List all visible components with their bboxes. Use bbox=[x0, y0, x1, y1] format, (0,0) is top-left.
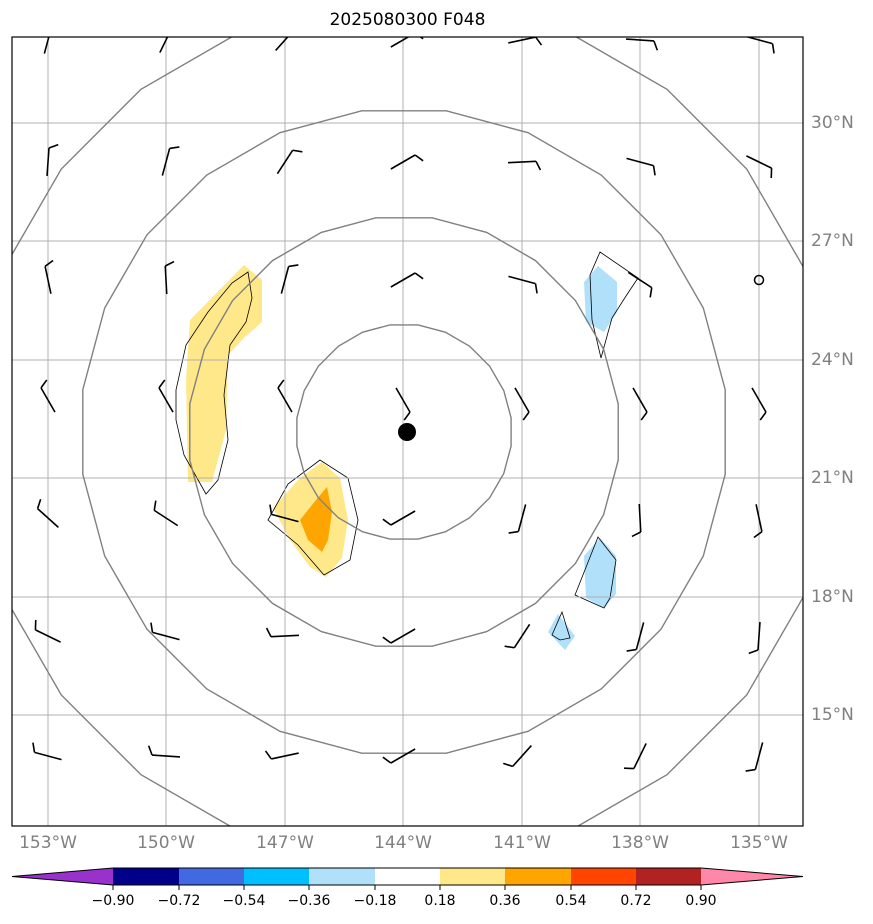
colorbar-label: −0.90 bbox=[91, 893, 135, 909]
lon-tick: 141°W bbox=[493, 833, 551, 853]
wind-barb bbox=[627, 271, 653, 298]
wind-barb bbox=[390, 272, 424, 288]
wind-barb bbox=[34, 619, 61, 643]
colorbar-label: −0.18 bbox=[353, 893, 397, 909]
wind-barb bbox=[158, 379, 174, 413]
lon-tick: 138°W bbox=[611, 833, 669, 853]
colorbar-segment bbox=[701, 868, 803, 885]
colorbar-segment bbox=[179, 868, 244, 885]
wind-barb bbox=[159, 37, 173, 53]
wind-barb bbox=[625, 38, 659, 51]
shaded-field-blue-northeast bbox=[584, 251, 639, 359]
wind-barb bbox=[514, 387, 530, 421]
lat-tick: 15°N bbox=[811, 705, 854, 725]
wind-barb bbox=[280, 264, 299, 294]
lon-tick: 144°W bbox=[374, 833, 432, 853]
lon-tick: 147°W bbox=[256, 833, 314, 853]
wind-barb bbox=[623, 743, 647, 770]
wind-barb bbox=[382, 628, 416, 644]
wind-barb bbox=[745, 742, 764, 772]
wind-barb bbox=[745, 37, 775, 54]
colorbar-segment bbox=[440, 868, 505, 885]
wind-barb bbox=[269, 504, 299, 523]
wind-barb bbox=[390, 37, 424, 48]
wind-barb bbox=[390, 154, 424, 170]
colorbar-segment bbox=[244, 868, 309, 885]
colorbar-segment bbox=[505, 868, 571, 885]
colorbar-segment bbox=[12, 868, 113, 885]
colorbar-label: −0.54 bbox=[222, 893, 266, 909]
wind-barb bbox=[508, 275, 538, 294]
storm-center-marker bbox=[398, 423, 416, 441]
colorbar-segment bbox=[309, 868, 375, 885]
wind-barb bbox=[395, 387, 411, 421]
colorbar bbox=[11, 867, 804, 890]
wind-barb bbox=[44, 259, 54, 294]
wind-barb bbox=[504, 623, 531, 649]
wind-barb bbox=[275, 37, 295, 51]
colorbar-label: 0.36 bbox=[489, 893, 521, 909]
wind-barb bbox=[276, 149, 303, 175]
wind-barb bbox=[626, 622, 645, 652]
lon-tick: 153°W bbox=[19, 833, 77, 853]
wind-barb bbox=[32, 742, 62, 761]
lat-tick: 21°N bbox=[811, 468, 854, 488]
map-frame bbox=[11, 36, 804, 827]
wind-barb bbox=[508, 37, 543, 46]
lon-tick: 150°W bbox=[137, 833, 195, 853]
colorbar-segment bbox=[571, 868, 636, 885]
wind-barb bbox=[382, 748, 416, 764]
lon-tick: 135°W bbox=[730, 833, 788, 853]
wind-barb bbox=[748, 621, 761, 655]
wind-barb bbox=[153, 500, 179, 527]
shaded-field-yellow-west bbox=[175, 265, 262, 495]
colorbar-label: 0.18 bbox=[424, 893, 456, 909]
range-rings bbox=[12, 37, 803, 826]
wind-barb bbox=[161, 146, 180, 176]
range-ring bbox=[82, 110, 726, 754]
wind-barb bbox=[632, 387, 648, 421]
range-ring bbox=[296, 324, 512, 540]
wind-barb bbox=[40, 379, 56, 413]
wind-barb bbox=[626, 157, 656, 176]
wind-barb bbox=[147, 745, 181, 758]
wind-barb bbox=[43, 37, 53, 54]
colorbar-label: −0.36 bbox=[287, 893, 331, 909]
colorbar-segment bbox=[636, 868, 701, 885]
wind-barb bbox=[264, 750, 299, 760]
colorbar-segment bbox=[375, 868, 440, 885]
wind-barb bbox=[507, 160, 542, 171]
colorbar-segment bbox=[113, 868, 179, 885]
map-title: 2025080300 F048 bbox=[329, 10, 486, 30]
wind-barb bbox=[150, 622, 180, 641]
lat-tick: 24°N bbox=[811, 350, 854, 370]
lat-tick: 18°N bbox=[811, 587, 854, 607]
range-ring bbox=[189, 217, 619, 647]
wind-barb bbox=[382, 510, 416, 526]
wind-barb bbox=[753, 504, 763, 539]
lat-tick: 27°N bbox=[811, 231, 854, 251]
wind-barb bbox=[36, 499, 59, 528]
wind-barb bbox=[164, 260, 175, 295]
colorbar-label: −0.72 bbox=[157, 893, 201, 909]
colorbar-label: 0.90 bbox=[685, 893, 717, 909]
wind-barb bbox=[751, 387, 767, 421]
wind-barb bbox=[46, 143, 59, 177]
wind-barb bbox=[277, 379, 293, 413]
lat-tick: 30°N bbox=[811, 113, 854, 133]
calm-wind-marker bbox=[753, 274, 765, 286]
colorbar-label: 0.54 bbox=[555, 893, 587, 909]
map-plot-area bbox=[12, 37, 803, 826]
range-ring bbox=[12, 37, 803, 826]
wind-barb bbox=[746, 155, 773, 179]
shaded-field-yellow-orange bbox=[267, 459, 359, 577]
wind-barb bbox=[503, 745, 532, 768]
wind-barb bbox=[631, 503, 642, 538]
wind-barbs bbox=[32, 37, 775, 772]
wind-barb bbox=[508, 504, 527, 534]
colorbar-label: 0.72 bbox=[620, 893, 652, 909]
shaded-field-blue-southeast bbox=[548, 536, 617, 650]
wind-barb bbox=[265, 627, 300, 638]
